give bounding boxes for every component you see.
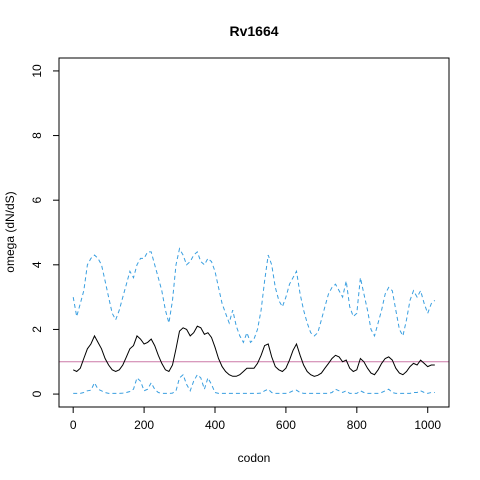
y-tick-label: 4: [30, 261, 44, 268]
x-tick-label: 0: [70, 418, 77, 432]
plot-frame: [58, 57, 450, 408]
plot-area: [59, 247, 449, 394]
y-tick-label: 10: [30, 64, 44, 78]
series-line-mean: [72, 325, 435, 377]
y-axis-label: omega (dN/dS): [3, 191, 17, 272]
y-tick-label: 8: [30, 132, 44, 139]
series-line-lower: [73, 373, 435, 394]
axis-ticks: 0 200 400 600 800 1000 0 2 4 6 8 10: [30, 64, 441, 432]
x-tick-label: 400: [205, 418, 225, 432]
x-tick-label: 800: [347, 418, 367, 432]
y-tick-label: 6: [30, 197, 44, 204]
series-line-upper: [72, 247, 436, 344]
x-tick-label: 200: [134, 418, 154, 432]
x-tick-label: 1000: [414, 418, 441, 432]
chart-title: Rv1664: [229, 23, 278, 39]
y-tick-label: 0: [30, 390, 44, 397]
x-axis-label: codon: [238, 451, 271, 465]
x-tick-label: 600: [276, 418, 296, 432]
y-tick-label: 2: [30, 326, 44, 333]
